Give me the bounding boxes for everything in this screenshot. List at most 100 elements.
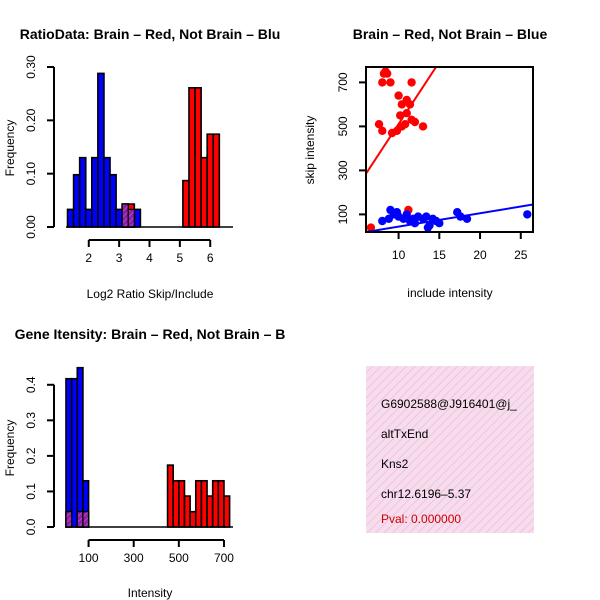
overlap-bar (121, 203, 129, 228)
not-brain-bar (91, 156, 99, 228)
y-tick-label: 0.30 (24, 55, 38, 79)
y-tick-label: 0.20 (24, 108, 38, 132)
not-brain-point (435, 219, 444, 228)
gene-name: Kns2 (381, 457, 409, 471)
brain-point (396, 111, 405, 120)
scatter-title: Brain – Red, Not Brain – Blue (353, 26, 548, 42)
brain-bar (166, 464, 174, 528)
scatter-plot-area (366, 67, 533, 232)
intensity-histogram: Gene Itensity: Brain – Red, Not Brain – … (3, 326, 285, 600)
brain-point (407, 78, 416, 87)
y-tick-label: 500 (336, 116, 350, 136)
not-brain-point (378, 216, 387, 226)
brain-point (378, 126, 387, 135)
brain-point (366, 223, 376, 232)
brain-bar (200, 156, 208, 228)
not-brain-bar (133, 208, 142, 228)
intensity-scatter: Brain – Red, Not Brain – Blue include in… (303, 26, 547, 300)
not-brain-point (423, 223, 433, 232)
brain-bar (217, 479, 225, 528)
not-brain-point (462, 214, 472, 223)
y-tick-label: 0.1 (24, 483, 38, 500)
brain-bar (211, 479, 220, 528)
x-tick-label: 3 (116, 251, 123, 265)
not-brain-bar (97, 72, 105, 228)
brain-point (400, 120, 410, 129)
x-tick-label: 500 (169, 551, 189, 565)
not-brain-bar (66, 208, 75, 228)
intensity-bars (65, 366, 233, 528)
brain-point (402, 109, 411, 118)
x-tick-label: 25 (514, 248, 528, 262)
brain-bar (200, 479, 208, 528)
brain-bar (182, 179, 190, 228)
brain-point (378, 78, 387, 87)
x-tick-label: 5 (177, 251, 184, 265)
overlap-bar (76, 511, 84, 528)
ratio-xlabel: Log2 Ratio Skip/Include (87, 287, 214, 301)
scatter-ylabel: skip intensity (303, 116, 317, 185)
not-brain-point (410, 219, 420, 228)
brain-bar (189, 510, 197, 528)
brain-bar (206, 495, 214, 528)
brain-bar (183, 495, 191, 528)
brain-bar (188, 87, 196, 228)
location: chr12.6196–5.37 (381, 487, 471, 501)
intensity-axes: 100 300 500 700 0.0 0.1 0.2 0.3 0.4 (24, 376, 234, 565)
not-brain-bar (76, 366, 84, 528)
ratio-ylabel: Frequency (3, 120, 17, 177)
x-tick-label: 15 (433, 248, 447, 262)
scatter-xlabel: include intensity (407, 286, 492, 300)
brain-bar (194, 87, 202, 228)
brain-point (394, 91, 403, 100)
brain-bar (178, 479, 186, 528)
intensity-title: Gene Itensity: Brain – Red, Not Brain – … (15, 326, 286, 342)
brain-point (405, 100, 415, 109)
x-tick-label: 20 (473, 248, 487, 262)
not-brain-bar (70, 377, 79, 528)
intensity-xlabel: Intensity (128, 586, 173, 600)
x-tick-label: 2 (85, 251, 92, 265)
not-brain-bar (78, 156, 87, 228)
not-brain-bar (115, 208, 123, 228)
brain-bar (172, 479, 180, 528)
brain-point (374, 120, 384, 129)
pval: Pval: 0.000000 (381, 512, 461, 526)
brain-point (407, 115, 416, 125)
y-tick-label: 0.0 (24, 518, 38, 535)
brain-bar (194, 479, 203, 528)
x-tick-label: 4 (146, 251, 153, 265)
brain-point (392, 126, 402, 135)
not-brain-bar (72, 173, 81, 228)
y-tick-label: 0.4 (24, 376, 38, 393)
brain-bar (223, 495, 231, 528)
y-tick-label: 0.10 (24, 162, 38, 186)
y-tick-label: 0.00 (24, 215, 38, 239)
info-background (366, 366, 534, 533)
not-brain-bar (103, 156, 111, 228)
not-brain-bar (109, 173, 117, 228)
not-brain-point (402, 210, 411, 219)
brain-point (386, 78, 395, 87)
ratio-axes: 2 3 4 5 6 0.00 0.10 0.20 0.30 (24, 55, 214, 265)
scatter-box (365, 66, 534, 233)
not-brain-bar (65, 377, 73, 528)
x-tick-label: 6 (207, 251, 214, 265)
x-tick-label: 700 (214, 551, 234, 565)
y-tick-label: 100 (336, 204, 350, 224)
y-tick-label: 0.3 (24, 412, 38, 429)
not-brain-point (422, 212, 431, 221)
scatter-axes: 10 15 20 25 100 300 500 700 (336, 72, 528, 262)
intensity-ylabel: Frequency (3, 420, 17, 477)
not-brain-point (523, 210, 532, 219)
info-panel: G6902588@J916401@j_ altTxEnd Kns2 chr12.… (366, 366, 534, 533)
brain-bar (212, 133, 221, 228)
x-tick-label: 300 (124, 551, 144, 565)
x-tick-label: 10 (392, 248, 406, 262)
ratio-bars (66, 72, 233, 228)
x-tick-label: 100 (79, 551, 99, 565)
overlap-bar (65, 511, 73, 528)
ratio-title: RatioData: Brain – Red, Not Brain – Blu (20, 26, 281, 42)
brain-fit-line (366, 67, 437, 175)
